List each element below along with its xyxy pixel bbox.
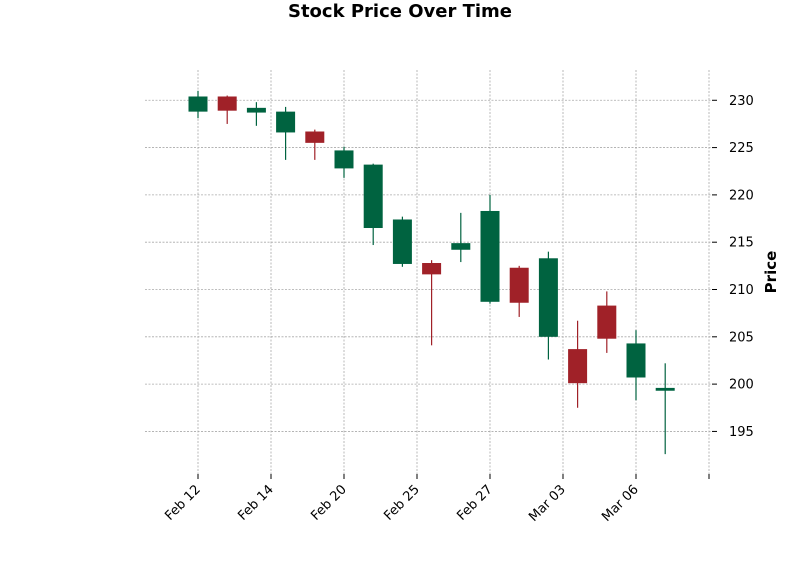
- candle: [392, 216, 412, 267]
- candle-body: [597, 305, 617, 339]
- candle: [334, 146, 354, 178]
- candle-body: [538, 258, 558, 337]
- candle-body: [188, 96, 208, 112]
- candle: [422, 260, 442, 346]
- candle-body: [305, 131, 325, 143]
- candle-body: [334, 150, 354, 169]
- y-tick-label: 210: [729, 283, 754, 298]
- candle-body: [422, 263, 442, 275]
- x-tick-label: Mar 06: [599, 482, 642, 525]
- candle-body: [655, 387, 675, 391]
- x-axis: Feb 12 Feb 14 Feb 20 Feb 25 Feb 27 Mar 03 Mar …: [162, 474, 710, 525]
- candle-body: [480, 210, 500, 302]
- chart-title: Stock Price Over Time: [288, 1, 512, 22]
- candle-body: [451, 243, 471, 250]
- y-axis: 195 200 205 210 215 220 225 230: [712, 94, 754, 440]
- y-axis-label: Price: [762, 251, 780, 294]
- candle: [509, 265, 529, 317]
- candle: [568, 320, 588, 408]
- candles: [188, 90, 675, 455]
- x-tick-label: Feb 27: [454, 482, 496, 524]
- y-tick-label: 195: [729, 425, 754, 440]
- candle: [451, 212, 471, 263]
- y-tick-label: 215: [729, 236, 754, 251]
- candle: [538, 251, 558, 360]
- x-tick-label: Feb 25: [381, 482, 423, 524]
- candle-body: [217, 96, 237, 111]
- candle: [597, 291, 617, 353]
- candle: [363, 163, 383, 246]
- y-tick-label: 205: [729, 330, 754, 345]
- candle: [217, 95, 237, 124]
- grid: [145, 70, 712, 474]
- y-tick-label: 200: [729, 378, 754, 393]
- y-tick-label: 220: [729, 188, 754, 203]
- candle: [626, 330, 646, 401]
- candle-body: [568, 349, 588, 384]
- candle: [188, 90, 208, 119]
- x-tick-label: Mar 03: [526, 482, 569, 525]
- candle-body: [363, 164, 383, 229]
- x-tick-label: Feb 20: [308, 482, 350, 524]
- x-tick-label: Feb 12: [162, 482, 204, 524]
- candle: [246, 102, 266, 126]
- candle-body: [626, 343, 646, 378]
- candle-body: [246, 107, 266, 113]
- candle: [276, 106, 296, 160]
- y-tick-label: 230: [729, 94, 754, 109]
- y-tick-label: 225: [729, 141, 754, 156]
- candle: [480, 194, 500, 304]
- candle-body: [276, 111, 296, 133]
- x-tick-label: Feb 14: [235, 482, 277, 524]
- candle-body: [509, 267, 529, 303]
- candle-body: [392, 219, 412, 264]
- candle: [305, 129, 325, 160]
- candle: [655, 363, 675, 455]
